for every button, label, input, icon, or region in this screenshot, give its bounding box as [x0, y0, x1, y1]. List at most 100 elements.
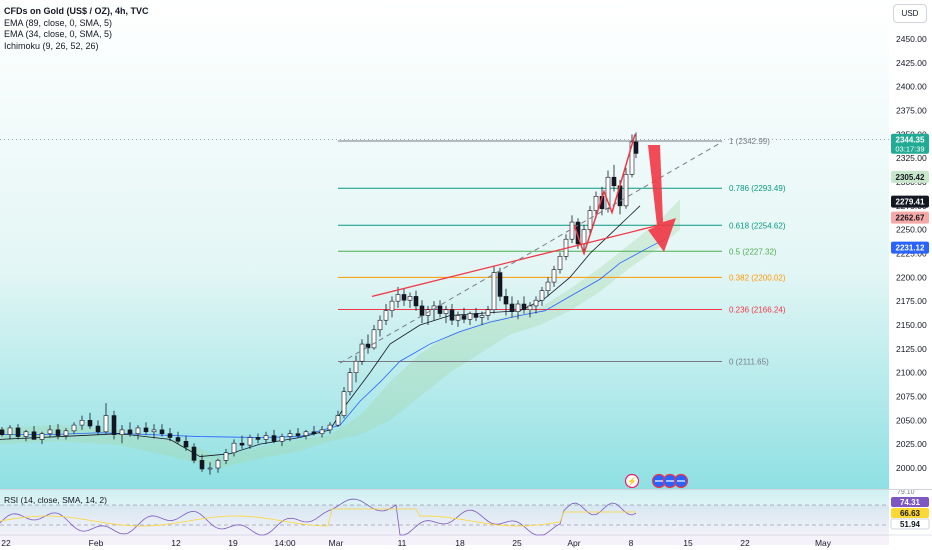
time-axis-background [0, 535, 932, 550]
x-tick-label: 22 [1, 538, 11, 548]
candle-body [395, 294, 401, 302]
rsi-background [0, 490, 889, 536]
x-tick-label: Apr [567, 538, 580, 548]
candle-body [407, 296, 413, 301]
candle-body [365, 343, 371, 349]
candle-body [295, 433, 301, 436]
candle-body [247, 437, 253, 446]
rsi-top-tick: 79.10 [897, 489, 915, 496]
x-tick-label: 19 [228, 538, 238, 548]
candle-body [497, 272, 503, 297]
candle-body [167, 433, 173, 438]
symbol-title[interactable]: CFDs on Gold (US$ / OZ), 4h, TVC [4, 6, 149, 16]
candle-body [587, 210, 593, 230]
y-tick-label: 2075.00 [896, 392, 927, 402]
candle-body [455, 315, 461, 321]
rsi-legend[interactable]: RSI (14, close, SMA, 14, 2) [4, 495, 107, 505]
x-tick-label: May [815, 538, 832, 548]
candle-body [335, 415, 341, 426]
rsi-value-label: 66.63 [900, 509, 921, 518]
lightning-icon [624, 473, 640, 489]
indicator-ichimoku-label[interactable]: Ichimoku (9, 26, 52, 26) [4, 40, 99, 51]
candle-body [509, 303, 515, 312]
candle-body [151, 429, 157, 433]
y-tick-label: 2425.00 [896, 58, 927, 68]
candle-body [467, 313, 473, 320]
candle-body [347, 372, 353, 393]
lightning-glyph: ⚡ [627, 476, 637, 486]
fib-level-label-1: 0.786 (2293.49) [729, 184, 786, 193]
indicator-ema34-label[interactable]: EMA (34, close, 0, SMA, 5) [4, 29, 113, 39]
rsi-line [0, 498, 637, 536]
candle-body [443, 309, 449, 314]
rsi-value-bg [891, 508, 929, 518]
ema-line-1 [0, 205, 641, 457]
price-label-bg [891, 133, 929, 154]
price-label: 2344.35 [896, 136, 925, 145]
candle-body [95, 425, 101, 433]
rsi-value-label: 51.94 [900, 520, 921, 529]
price-label-bg [891, 170, 929, 183]
indicator-ema89-label[interactable]: EMA (89, close, 0, SMA, 5) [4, 17, 113, 28]
ema-line-0 [0, 238, 666, 438]
y-tick-label: 2175.00 [896, 296, 927, 306]
candle-body [215, 460, 221, 469]
candle-body [575, 221, 581, 245]
candle-body [63, 430, 69, 436]
fib-level-label-6: 0 (2111.65) [729, 358, 769, 367]
rsi-value-bg [890, 518, 930, 530]
currency-button[interactable]: USD [893, 4, 927, 23]
x-tick-label: 12 [171, 538, 181, 548]
y-tick-label: 2400.00 [896, 82, 927, 92]
candle-body [0, 429, 5, 435]
candle-body [135, 427, 141, 434]
red-trendline [371, 224, 661, 298]
candle-body [231, 442, 237, 454]
price-axis-background [889, 0, 932, 550]
x-tick-label: 15 [683, 538, 693, 548]
candle-body [527, 305, 533, 311]
candle-body [413, 296, 419, 307]
price-label: 2305.42 [896, 173, 925, 182]
rsi-value-bg [891, 497, 929, 507]
candle-body [633, 141, 639, 154]
candle-body [419, 305, 425, 316]
x-tick-label: 8 [629, 538, 634, 548]
candle-body [111, 415, 117, 435]
candle-body [311, 431, 317, 434]
candle-body [623, 174, 629, 207]
candle-body [79, 420, 85, 426]
pane-separator[interactable] [0, 489, 932, 490]
candle-body [71, 424, 77, 432]
price-label: 2262.67 [896, 214, 925, 223]
candle-body [341, 391, 347, 416]
candle-body [545, 281, 551, 291]
price-label-bg [891, 211, 929, 224]
x-tick-label: 18 [455, 538, 465, 548]
red-zigzag [573, 134, 636, 256]
y-tick-label: 2025.00 [896, 439, 927, 449]
y-tick-label: 2050.00 [896, 415, 927, 425]
x-tick-label: 22 [740, 538, 750, 548]
candle-body [263, 435, 269, 440]
candle-body [491, 272, 497, 311]
y-tick-label: 2000.00 [896, 463, 927, 473]
candle-body [485, 309, 491, 316]
candle-body [255, 437, 261, 440]
candle-body [31, 431, 37, 440]
candle-body [207, 467, 213, 470]
ichimoku-cloud [0, 199, 680, 468]
down-arrow-icon [648, 145, 676, 252]
candle-body [199, 460, 205, 470]
candle-body [605, 176, 611, 209]
price-label: 2231.12 [896, 244, 925, 253]
candle-body [401, 294, 407, 301]
price-label: 2279.41 [896, 198, 925, 207]
candle-body [449, 309, 455, 321]
candle-body [383, 310, 389, 321]
candle-body [279, 436, 285, 442]
fib-level-label-0: 1 (2342.99) [729, 137, 770, 146]
candle-body [303, 431, 309, 436]
